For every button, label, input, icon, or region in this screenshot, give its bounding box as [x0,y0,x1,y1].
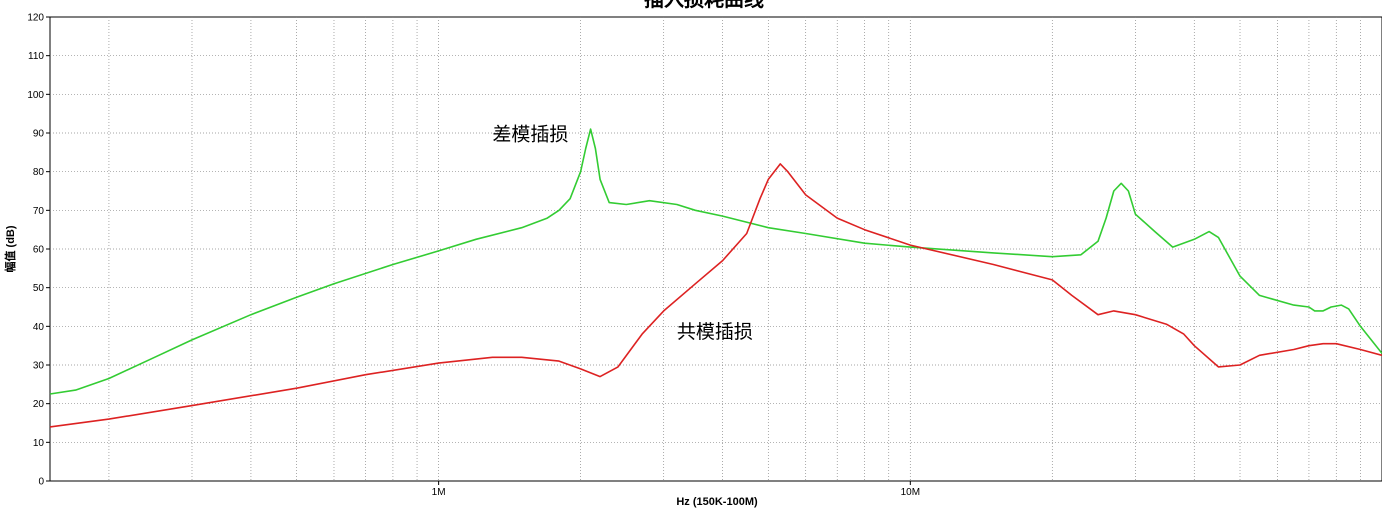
y-tick-label: 70 [33,206,45,217]
y-tick-label: 50 [33,283,45,294]
x-tick-label: 1M [432,487,446,498]
y-tick-label: 100 [27,90,44,101]
x-axis-label: Hz (150K-100M) [676,496,758,508]
y-tick-label: 0 [38,477,44,488]
y-tick-label: 120 [27,13,44,24]
y-tick-label: 20 [33,399,45,410]
y-tick-label: 60 [33,245,45,256]
y-axis-ticks: 0 10 20 30 40 50 60 70 80 90 100 110 120 [27,13,50,488]
y-tick-label: 80 [33,167,45,178]
chart-title: 插入损耗曲线 [644,0,764,11]
y-axis-label: 幅值 (dB) [3,225,17,272]
x-tick-label: 10M [901,487,920,498]
series-lines [49,128,1382,428]
grid-lines [49,16,1382,482]
y-tick-label: 110 [28,51,44,62]
y-tick-label: 40 [33,322,45,333]
y-tick-label: 30 [33,361,45,372]
y-tick-label: 10 [33,438,45,449]
series-line-differential-mode [49,128,1382,395]
series-line-common-mode [49,163,1382,428]
series-annotation: 共模插损 [677,321,753,343]
x-axis-ticks: 1M 10M [432,481,920,498]
series-annotation: 差模插损 [492,124,568,146]
y-tick-label: 90 [33,129,45,140]
